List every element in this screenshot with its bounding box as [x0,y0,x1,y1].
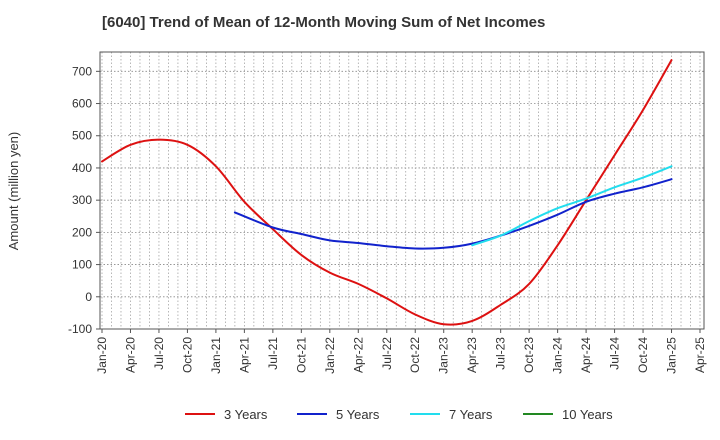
x-tick-label: Apr-21 [237,337,251,373]
chart-title: [6040] Trend of Mean of 12-Month Moving … [102,14,546,31]
series-line-7-years [471,165,673,247]
legend-label: 3 Years [224,407,268,422]
x-tick-label: Jan-20 [95,337,109,374]
x-tick-label: Oct-21 [294,337,308,373]
x-tick-label: Jan-21 [209,337,223,374]
x-tick-label: Apr-24 [579,337,593,373]
y-tick-label: 400 [72,161,92,175]
x-tick-label: Apr-23 [465,337,479,373]
y-tick-label: -100 [68,322,92,336]
grid-lines [100,52,704,330]
x-tick-label: Jul-22 [380,337,394,370]
series-lines [101,59,673,326]
legend-label: 7 Years [449,407,493,422]
x-tick-label: Oct-24 [636,337,650,373]
y-tick-label: 700 [72,64,92,78]
y-axis-ticks: -100 0 100 200 300 400 500 600 700 [68,64,100,336]
y-tick-label: 0 [85,290,92,304]
legend-label: 10 Years [562,407,613,422]
y-tick-label: 500 [72,129,92,143]
x-tick-label: Jul-24 [608,337,622,370]
legend: 3 Years 5 Years 7 Years 10 Years [185,407,613,422]
x-tick-label: Jan-24 [551,337,565,374]
series-line-3-years [101,59,673,326]
y-tick-label: 600 [72,97,92,111]
x-tick-label: Jan-23 [437,337,451,374]
x-tick-label: Jul-23 [494,337,508,370]
x-tick-label: Apr-25 [693,337,707,373]
y-tick-label: 100 [72,258,92,272]
legend-label: 5 Years [336,407,380,422]
plot-border [99,51,705,330]
x-tick-label: Jul-20 [152,337,166,370]
x-tick-label: Apr-22 [351,337,365,373]
x-tick-label: Oct-20 [180,337,194,373]
y-tick-label: 300 [72,193,92,207]
series-line-5-years [233,178,673,250]
x-tick-label: Oct-22 [408,337,422,373]
plot-area [100,52,704,329]
y-tick-label: 200 [72,225,92,239]
x-tick-label: Jan-25 [665,337,679,374]
x-tick-label: Apr-20 [123,337,137,373]
x-tick-label: Jan-22 [323,337,337,374]
x-axis-ticks: Jan-20 Apr-20 Jul-20 Oct-20 Jan-21 Apr-21 Jul-… [95,329,707,374]
y-axis-label: Amount (million yen) [6,132,21,251]
x-tick-label: Oct-23 [522,337,536,373]
x-tick-label: Jul-21 [266,337,280,370]
